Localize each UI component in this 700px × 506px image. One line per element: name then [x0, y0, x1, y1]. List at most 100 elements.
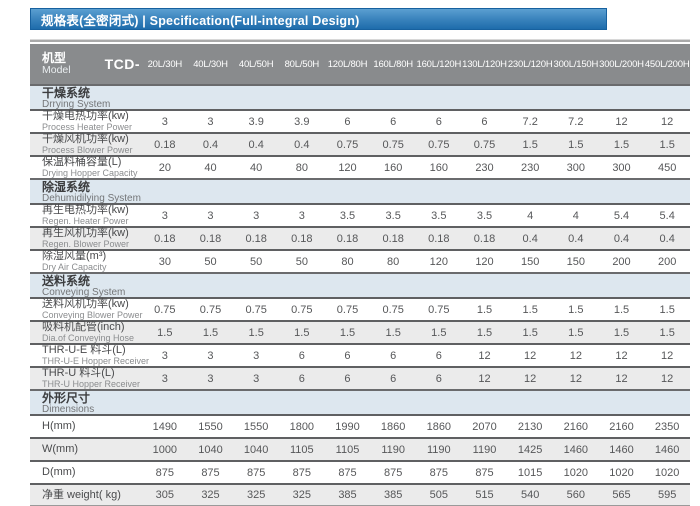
value-cell: 565 [612, 489, 631, 501]
value-cell: 0.75 [336, 138, 359, 151]
row-label-zh: 吸料机配管(inch) [42, 321, 125, 333]
value-cell: 875 [338, 466, 357, 479]
value-cell: 120 [338, 161, 357, 174]
value-cell: 6 [390, 372, 397, 385]
value-cell: 0.4 [659, 232, 675, 245]
section-title-zh: 外形尺寸 [42, 390, 91, 405]
section-header: 外形尺寸 Dimensions [30, 389, 690, 414]
row-label: 吸料机配管(inch) Dia.of Conveying Hose [30, 322, 142, 343]
value-cell: 12 [524, 349, 537, 362]
value-cell: 12 [478, 349, 491, 362]
row-label-zh: 除湿风量(m³) [42, 250, 107, 262]
column-header: 450L/200H [644, 58, 690, 70]
section-title-en: Conveying System [42, 286, 126, 298]
value-cell: 12 [524, 372, 537, 385]
section-title-zh: 干燥系统 [42, 85, 91, 100]
value-cell: 1190 [472, 443, 497, 456]
table-row: THR-U 料斗(L) THR-U Hopper Receiver 3 3 3 6 6 6 6 1… [30, 366, 690, 389]
table-row: 吸料机配管(inch) Dia.of Conveying Hose 1.5 1.5 1.… [30, 320, 690, 343]
value-cell: 4 [572, 209, 579, 222]
section-header: 送料系统 Conveying System [30, 272, 690, 297]
value-cell: 385 [338, 489, 357, 501]
value-cell: 1.5 [568, 326, 584, 339]
spec-table: 机型 Model TCD- 20L/30H 40L/30H 40L/50H 80L/5… [30, 44, 690, 506]
table-row: W(mm) 1000 1040 1040 1105 1105 1190 1190 1190 142… [30, 437, 690, 460]
value-cell: 2070 [472, 420, 497, 433]
value-cell: 6 [390, 349, 397, 362]
value-cell: 1190 [381, 443, 405, 456]
series-prefix: TCD- [104, 56, 140, 72]
value-cell: 0.18 [291, 232, 313, 245]
section-title-en: Dimensions [42, 403, 95, 415]
value-cell: 1190 [427, 443, 451, 456]
column-header: 40L/30H [193, 58, 228, 70]
table-row: 除湿风量(m³) Dry Air Capacity 30 50 50 50 80 80 120 1… [30, 249, 690, 272]
value-cell: 6 [344, 349, 351, 362]
value-cell: 3.5 [476, 209, 493, 222]
value-cell: 2350 [654, 420, 680, 433]
value-cell: 325 [201, 489, 220, 501]
row-label-zh: 保温料桶容量(L) [42, 156, 122, 168]
value-cell: 0.75 [473, 138, 496, 151]
value-cell: 0.18 [336, 232, 359, 245]
value-cell: 1.5 [202, 326, 219, 339]
value-cell: 1.5 [659, 138, 675, 151]
row-label-en: THR-U Hopper Receiver [42, 379, 141, 389]
row-label-zh: 干燥风机功率(kw) [42, 133, 129, 145]
value-cell: 20 [158, 161, 171, 174]
value-cell: 0.4 [202, 138, 219, 151]
row-label: 干燥风机功率(kw) Process Blower Power [30, 134, 142, 155]
value-cell: 595 [657, 489, 677, 501]
value-cell: 0.75 [199, 303, 222, 316]
value-cell: 0.18 [382, 232, 404, 245]
value-cell: 515 [475, 489, 494, 501]
value-cell: 3 [298, 209, 305, 222]
row-label-zh: THR-U-E 料斗(L) [42, 344, 126, 356]
value-cell: 150 [566, 255, 585, 268]
value-cell: 40 [204, 161, 217, 174]
value-cell: 1.5 [568, 303, 584, 316]
value-cell: 120 [429, 255, 448, 268]
row-label-en: Drying Hopper Capacity [42, 168, 138, 178]
value-cell: 1.5 [157, 326, 173, 339]
value-cell: 300 [612, 161, 631, 174]
value-cell: 6 [481, 115, 488, 128]
row-label-zh: 再生风机功率(kw) [42, 227, 129, 239]
row-label: THR-U 料斗(L) THR-U Hopper Receiver [30, 368, 142, 389]
value-cell: 505 [429, 489, 448, 501]
value-cell: 1800 [289, 420, 315, 433]
row-label: 干燥电热功率(kw) Process Heater Power [30, 111, 142, 132]
value-cell: 12 [478, 372, 491, 385]
value-cell: 1020 [654, 466, 680, 479]
value-cell: 12 [615, 372, 628, 385]
value-cell: 3 [207, 349, 214, 362]
column-header: 300L/150H [553, 58, 599, 70]
value-cell: 40 [250, 161, 263, 174]
value-cell: 230 [475, 161, 494, 174]
row-label: 净重 weight( kg) [30, 489, 142, 501]
value-cell: 160 [383, 161, 403, 174]
value-cell: 0.18 [154, 232, 176, 245]
value-cell: 875 [475, 466, 494, 479]
value-cell: 0.75 [428, 303, 450, 316]
value-cell: 1020 [609, 466, 634, 479]
value-cell: 1000 [152, 443, 178, 456]
value-cell: 0.4 [613, 232, 630, 245]
value-cell: 1020 [563, 466, 589, 479]
value-cell: 3 [253, 209, 260, 222]
value-cell: 3.9 [294, 115, 310, 128]
column-header: 80L/50H [284, 58, 320, 70]
row-label-zh: D(mm) [42, 466, 76, 478]
column-header: 40L/50H [238, 58, 274, 70]
value-cell: 1.5 [385, 326, 401, 339]
value-cell: 6 [344, 115, 351, 128]
row-label: THR-U-E 料斗(L) THR-U-E Hopper Receiver [30, 344, 149, 366]
value-cell: 7.2 [522, 115, 538, 128]
value-cell: 450 [657, 161, 677, 174]
value-cell: 3 [161, 349, 168, 362]
model-header-cell: 机型 Model TCD- [30, 44, 142, 84]
section-title-zh: 除湿系统 [42, 179, 91, 194]
value-cell: 12 [661, 349, 674, 362]
value-cell: 1.5 [613, 326, 630, 339]
